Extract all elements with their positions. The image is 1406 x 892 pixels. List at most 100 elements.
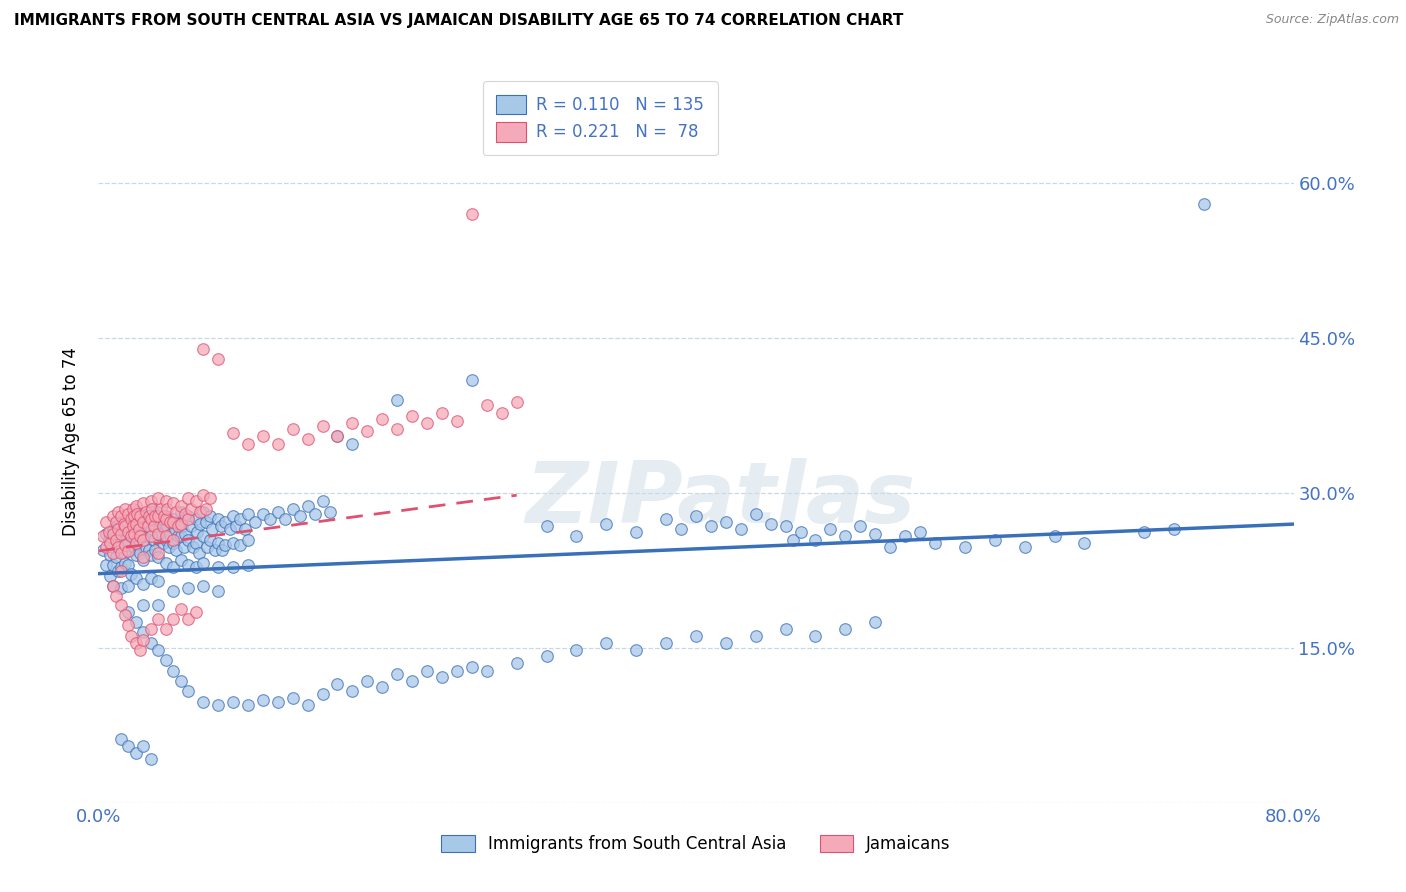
Point	[125, 517, 148, 532]
Point	[121, 529, 143, 543]
Point	[187, 546, 209, 560]
Point	[169, 505, 191, 519]
Point	[195, 515, 218, 529]
Point	[177, 558, 200, 573]
Point	[120, 566, 142, 581]
Point	[169, 553, 191, 567]
Point	[142, 533, 165, 547]
Point	[125, 548, 148, 562]
Point	[401, 673, 423, 688]
Point	[820, 522, 842, 536]
Point	[326, 429, 349, 443]
Point	[655, 636, 678, 650]
Point	[162, 512, 184, 526]
Y-axis label: Disability Age 65 to 74: Disability Age 65 to 74	[62, 347, 80, 536]
Point	[110, 546, 132, 560]
Point	[120, 529, 142, 543]
Text: IMMIGRANTS FROM SOUTH CENTRAL ASIA VS JAMAICAN DISABILITY AGE 65 TO 74 CORRELATI: IMMIGRANTS FROM SOUTH CENTRAL ASIA VS JA…	[14, 13, 904, 29]
Point	[124, 527, 146, 541]
Point	[121, 508, 143, 523]
Point	[105, 515, 128, 529]
Point	[94, 558, 117, 573]
Point	[117, 579, 139, 593]
Point	[297, 499, 319, 513]
Point	[274, 512, 297, 526]
Point	[197, 540, 219, 554]
Point	[865, 527, 887, 541]
Point	[222, 535, 245, 549]
Point	[184, 494, 207, 508]
Point	[446, 414, 468, 428]
Point	[1043, 529, 1066, 543]
Point	[125, 746, 148, 760]
Point	[110, 560, 132, 574]
Point	[138, 517, 160, 532]
Point	[252, 429, 274, 443]
Point	[138, 542, 160, 557]
Point	[1163, 522, 1185, 536]
Point	[207, 351, 229, 366]
Point	[167, 517, 190, 532]
Point	[124, 540, 146, 554]
Point	[127, 515, 149, 529]
Point	[132, 533, 155, 547]
Point	[745, 507, 768, 521]
Point	[114, 501, 136, 516]
Point	[207, 535, 229, 549]
Point	[155, 529, 177, 543]
Point	[148, 612, 170, 626]
Point	[157, 540, 180, 554]
Point	[132, 496, 155, 510]
Point	[132, 529, 155, 543]
Point	[804, 629, 827, 643]
Point	[461, 659, 484, 673]
Point	[162, 496, 184, 510]
Point	[924, 535, 946, 549]
Point	[297, 698, 319, 712]
Point	[288, 508, 311, 523]
Point	[236, 436, 259, 450]
Point	[110, 731, 132, 746]
Point	[184, 535, 207, 549]
Point	[162, 664, 184, 678]
Point	[311, 494, 333, 508]
Point	[165, 505, 187, 519]
Point	[252, 692, 274, 706]
Point	[148, 527, 170, 541]
Point	[107, 522, 129, 536]
Point	[685, 508, 707, 523]
Point	[222, 426, 245, 441]
Point	[125, 636, 148, 650]
Point	[148, 491, 170, 506]
Point	[132, 632, 155, 647]
Point	[908, 525, 931, 540]
Point	[135, 519, 157, 533]
Point	[117, 618, 139, 632]
Point	[148, 550, 170, 565]
Point	[177, 508, 200, 523]
Point	[595, 517, 617, 532]
Point	[132, 508, 155, 523]
Point	[114, 533, 136, 547]
Point	[191, 695, 214, 709]
Point	[121, 519, 143, 533]
Point	[865, 615, 887, 630]
Point	[148, 598, 170, 612]
Point	[103, 558, 125, 573]
Point	[311, 687, 333, 701]
Point	[139, 571, 162, 585]
Point	[120, 629, 142, 643]
Point	[155, 557, 177, 571]
Point	[416, 416, 439, 430]
Point	[120, 522, 142, 536]
Point	[491, 406, 513, 420]
Point	[107, 505, 129, 519]
Point	[129, 522, 152, 536]
Point	[191, 342, 214, 356]
Point	[94, 527, 117, 541]
Point	[98, 535, 122, 549]
Point	[103, 546, 125, 560]
Point	[110, 527, 132, 541]
Point	[162, 533, 184, 547]
Point	[222, 560, 245, 574]
